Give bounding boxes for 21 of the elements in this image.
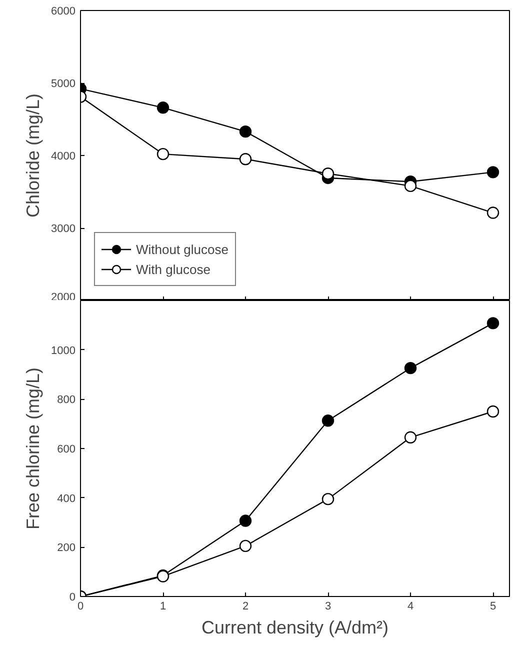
y-tick-label: 200 bbox=[57, 542, 76, 554]
y-axis-title: Free chlorine (mg/L) bbox=[23, 367, 44, 530]
y-tick-label: 4000 bbox=[51, 150, 76, 162]
legend-label: Without glucose bbox=[136, 242, 228, 256]
x-tick-label: 3 bbox=[324, 600, 332, 612]
y-tick-label: 800 bbox=[57, 394, 76, 406]
x-tick-label: 1 bbox=[160, 600, 166, 612]
y-axis-title: Chloride (mg/L) bbox=[23, 93, 44, 218]
y-tick-label: 0 bbox=[69, 592, 76, 604]
x-tick-label: 0 bbox=[77, 600, 84, 612]
y-tick-label: 5000 bbox=[51, 78, 76, 90]
y-tick-label: 6000 bbox=[51, 6, 76, 18]
x-tick-label: 2 bbox=[242, 600, 249, 612]
y-tick-label: 600 bbox=[57, 444, 76, 456]
legend-label: With glucose bbox=[136, 262, 210, 276]
y-tick-label: 1000 bbox=[51, 344, 76, 357]
y-tick-label: 400 bbox=[57, 492, 76, 505]
y-tick-label: 3000 bbox=[51, 223, 76, 235]
x-tick-label: 5 bbox=[490, 600, 496, 612]
x-axis-title: Current density (A/dm²) bbox=[201, 618, 389, 638]
x-tick-label: 4 bbox=[407, 600, 414, 612]
